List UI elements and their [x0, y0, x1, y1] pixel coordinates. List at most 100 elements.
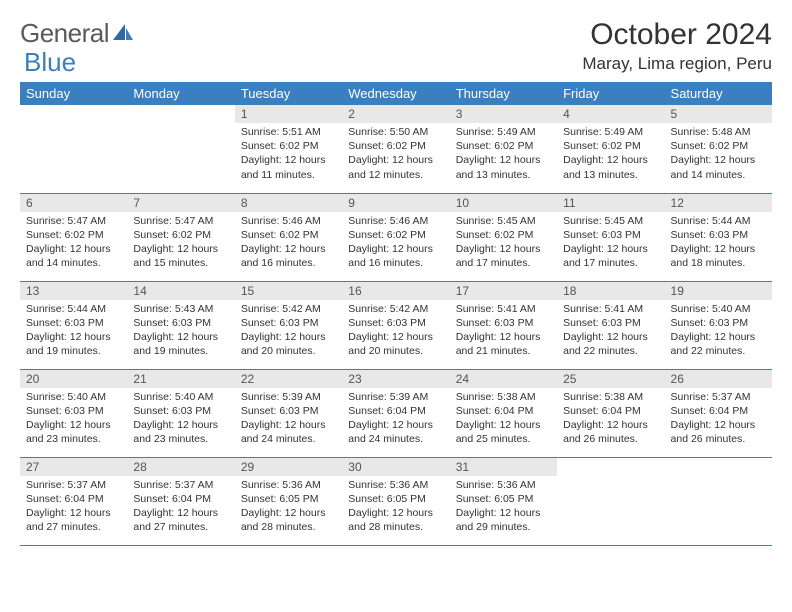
- day-details: Sunrise: 5:40 AMSunset: 6:03 PMDaylight:…: [665, 300, 772, 363]
- calendar-day-cell: 5Sunrise: 5:48 AMSunset: 6:02 PMDaylight…: [665, 105, 772, 193]
- day-details: Sunrise: 5:37 AMSunset: 6:04 PMDaylight:…: [127, 476, 234, 539]
- calendar-body: 1Sunrise: 5:51 AMSunset: 6:02 PMDaylight…: [20, 105, 772, 545]
- day-number: 10: [450, 194, 557, 212]
- calendar-day-cell: 25Sunrise: 5:38 AMSunset: 6:04 PMDayligh…: [557, 369, 664, 457]
- calendar-day-cell: 21Sunrise: 5:40 AMSunset: 6:03 PMDayligh…: [127, 369, 234, 457]
- day-details: Sunrise: 5:42 AMSunset: 6:03 PMDaylight:…: [342, 300, 449, 363]
- calendar-day-cell: 9Sunrise: 5:46 AMSunset: 6:02 PMDaylight…: [342, 193, 449, 281]
- day-details: Sunrise: 5:38 AMSunset: 6:04 PMDaylight:…: [450, 388, 557, 451]
- calendar-empty-cell: [665, 457, 772, 545]
- day-details: Sunrise: 5:37 AMSunset: 6:04 PMDaylight:…: [20, 476, 127, 539]
- calendar-day-cell: 11Sunrise: 5:45 AMSunset: 6:03 PMDayligh…: [557, 193, 664, 281]
- calendar-empty-cell: [557, 457, 664, 545]
- calendar-day-cell: 22Sunrise: 5:39 AMSunset: 6:03 PMDayligh…: [235, 369, 342, 457]
- day-details: Sunrise: 5:39 AMSunset: 6:03 PMDaylight:…: [235, 388, 342, 451]
- day-number: 6: [20, 194, 127, 212]
- day-details: Sunrise: 5:46 AMSunset: 6:02 PMDaylight:…: [342, 212, 449, 275]
- day-number: 16: [342, 282, 449, 300]
- day-details: Sunrise: 5:51 AMSunset: 6:02 PMDaylight:…: [235, 123, 342, 186]
- calendar-day-cell: 23Sunrise: 5:39 AMSunset: 6:04 PMDayligh…: [342, 369, 449, 457]
- day-details: Sunrise: 5:44 AMSunset: 6:03 PMDaylight:…: [20, 300, 127, 363]
- day-number: 26: [665, 370, 772, 388]
- logo: General: [20, 18, 135, 49]
- calendar-empty-cell: [127, 105, 234, 193]
- weekday-header: Tuesday: [235, 82, 342, 105]
- day-number: 18: [557, 282, 664, 300]
- weekday-header: Monday: [127, 82, 234, 105]
- weekday-header: Thursday: [450, 82, 557, 105]
- calendar-day-cell: 3Sunrise: 5:49 AMSunset: 6:02 PMDaylight…: [450, 105, 557, 193]
- weekday-header: Wednesday: [342, 82, 449, 105]
- day-details: Sunrise: 5:36 AMSunset: 6:05 PMDaylight:…: [235, 476, 342, 539]
- month-title: October 2024: [582, 18, 772, 52]
- day-number: 29: [235, 458, 342, 476]
- calendar-day-cell: 31Sunrise: 5:36 AMSunset: 6:05 PMDayligh…: [450, 457, 557, 545]
- calendar-day-cell: 29Sunrise: 5:36 AMSunset: 6:05 PMDayligh…: [235, 457, 342, 545]
- logo-sail-icon: [111, 22, 135, 44]
- calendar-week-row: 13Sunrise: 5:44 AMSunset: 6:03 PMDayligh…: [20, 281, 772, 369]
- day-number: 24: [450, 370, 557, 388]
- day-number: 28: [127, 458, 234, 476]
- day-number: 30: [342, 458, 449, 476]
- day-number: 9: [342, 194, 449, 212]
- weekday-header: Saturday: [665, 82, 772, 105]
- calendar-table: SundayMondayTuesdayWednesdayThursdayFrid…: [20, 82, 772, 546]
- calendar-day-cell: 6Sunrise: 5:47 AMSunset: 6:02 PMDaylight…: [20, 193, 127, 281]
- calendar-day-cell: 20Sunrise: 5:40 AMSunset: 6:03 PMDayligh…: [20, 369, 127, 457]
- day-number: 11: [557, 194, 664, 212]
- day-details: Sunrise: 5:37 AMSunset: 6:04 PMDaylight:…: [665, 388, 772, 451]
- calendar-week-row: 6Sunrise: 5:47 AMSunset: 6:02 PMDaylight…: [20, 193, 772, 281]
- day-number: 19: [665, 282, 772, 300]
- day-number: 14: [127, 282, 234, 300]
- day-details: Sunrise: 5:36 AMSunset: 6:05 PMDaylight:…: [450, 476, 557, 539]
- day-details: Sunrise: 5:44 AMSunset: 6:03 PMDaylight:…: [665, 212, 772, 275]
- day-number: 2: [342, 105, 449, 123]
- day-number: 20: [20, 370, 127, 388]
- day-details: Sunrise: 5:45 AMSunset: 6:02 PMDaylight:…: [450, 212, 557, 275]
- day-number: 13: [20, 282, 127, 300]
- day-details: Sunrise: 5:38 AMSunset: 6:04 PMDaylight:…: [557, 388, 664, 451]
- calendar-week-row: 20Sunrise: 5:40 AMSunset: 6:03 PMDayligh…: [20, 369, 772, 457]
- calendar-day-cell: 4Sunrise: 5:49 AMSunset: 6:02 PMDaylight…: [557, 105, 664, 193]
- day-number: 25: [557, 370, 664, 388]
- calendar-day-cell: 27Sunrise: 5:37 AMSunset: 6:04 PMDayligh…: [20, 457, 127, 545]
- calendar-day-cell: 30Sunrise: 5:36 AMSunset: 6:05 PMDayligh…: [342, 457, 449, 545]
- day-details: Sunrise: 5:48 AMSunset: 6:02 PMDaylight:…: [665, 123, 772, 186]
- day-details: Sunrise: 5:45 AMSunset: 6:03 PMDaylight:…: [557, 212, 664, 275]
- header: General October 2024 Maray, Lima region,…: [20, 18, 772, 74]
- day-number: 23: [342, 370, 449, 388]
- title-block: October 2024 Maray, Lima region, Peru: [582, 18, 772, 74]
- day-details: Sunrise: 5:49 AMSunset: 6:02 PMDaylight:…: [557, 123, 664, 186]
- day-number: 3: [450, 105, 557, 123]
- day-details: Sunrise: 5:41 AMSunset: 6:03 PMDaylight:…: [557, 300, 664, 363]
- day-details: Sunrise: 5:47 AMSunset: 6:02 PMDaylight:…: [127, 212, 234, 275]
- day-details: Sunrise: 5:39 AMSunset: 6:04 PMDaylight:…: [342, 388, 449, 451]
- calendar-day-cell: 15Sunrise: 5:42 AMSunset: 6:03 PMDayligh…: [235, 281, 342, 369]
- calendar-day-cell: 7Sunrise: 5:47 AMSunset: 6:02 PMDaylight…: [127, 193, 234, 281]
- day-number: 15: [235, 282, 342, 300]
- logo-text-general: General: [20, 18, 109, 49]
- day-details: Sunrise: 5:40 AMSunset: 6:03 PMDaylight:…: [127, 388, 234, 451]
- calendar-day-cell: 24Sunrise: 5:38 AMSunset: 6:04 PMDayligh…: [450, 369, 557, 457]
- calendar-day-cell: 18Sunrise: 5:41 AMSunset: 6:03 PMDayligh…: [557, 281, 664, 369]
- calendar-week-row: 1Sunrise: 5:51 AMSunset: 6:02 PMDaylight…: [20, 105, 772, 193]
- weekday-header: Sunday: [20, 82, 127, 105]
- day-number: 31: [450, 458, 557, 476]
- calendar-day-cell: 19Sunrise: 5:40 AMSunset: 6:03 PMDayligh…: [665, 281, 772, 369]
- calendar-day-cell: 26Sunrise: 5:37 AMSunset: 6:04 PMDayligh…: [665, 369, 772, 457]
- day-details: Sunrise: 5:50 AMSunset: 6:02 PMDaylight:…: [342, 123, 449, 186]
- calendar-day-cell: 13Sunrise: 5:44 AMSunset: 6:03 PMDayligh…: [20, 281, 127, 369]
- day-details: Sunrise: 5:46 AMSunset: 6:02 PMDaylight:…: [235, 212, 342, 275]
- day-details: Sunrise: 5:47 AMSunset: 6:02 PMDaylight:…: [20, 212, 127, 275]
- calendar-day-cell: 10Sunrise: 5:45 AMSunset: 6:02 PMDayligh…: [450, 193, 557, 281]
- weekday-header-row: SundayMondayTuesdayWednesdayThursdayFrid…: [20, 82, 772, 105]
- logo-text-blue: Blue: [24, 47, 76, 78]
- day-number: 17: [450, 282, 557, 300]
- day-number: 5: [665, 105, 772, 123]
- day-number: 8: [235, 194, 342, 212]
- calendar-day-cell: 8Sunrise: 5:46 AMSunset: 6:02 PMDaylight…: [235, 193, 342, 281]
- day-details: Sunrise: 5:40 AMSunset: 6:03 PMDaylight:…: [20, 388, 127, 451]
- weekday-header: Friday: [557, 82, 664, 105]
- day-number: 22: [235, 370, 342, 388]
- day-number: 21: [127, 370, 234, 388]
